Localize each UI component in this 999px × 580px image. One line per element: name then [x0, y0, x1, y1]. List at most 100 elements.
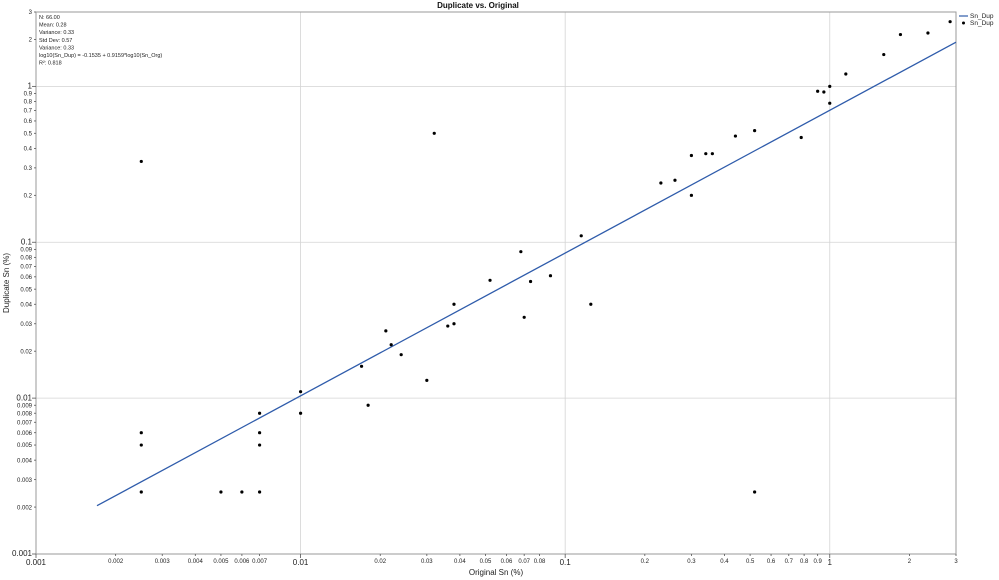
- x-tick-label: 0.004: [188, 559, 204, 565]
- x-tick-label: 0.06: [501, 559, 513, 565]
- x-axis: 0.001 0.002 0.003 0.004 0.005 0.006 0.007 0.01 0…: [26, 554, 958, 567]
- data-point: [548, 274, 553, 278]
- x-tick-label: 0.6: [767, 559, 776, 565]
- data-point: [882, 52, 886, 57]
- data-point: [219, 490, 223, 494]
- x-tick-label: 0.7: [785, 559, 794, 565]
- y-tick-label: 0.008: [17, 411, 33, 417]
- y-tick-label: 1: [28, 82, 33, 91]
- stat-line: Variance: 0.33: [39, 45, 74, 51]
- data-point: [799, 135, 803, 140]
- y-tick-label: 0.006: [17, 431, 33, 437]
- y-tick-label: 0.007: [17, 420, 33, 426]
- data-point: [753, 490, 757, 494]
- y-tick-label: 3: [29, 10, 33, 16]
- data-point: [519, 250, 523, 254]
- data-point: [366, 403, 370, 407]
- data-point: [452, 322, 456, 326]
- x-tick-label: 0.1: [560, 558, 572, 567]
- data-point: [139, 431, 143, 435]
- data-point: [522, 315, 526, 319]
- stat-line: R²: 0.818: [39, 61, 62, 67]
- legend[interactable]: Sn_Dup Sn_Dup: [959, 13, 994, 27]
- grid: [35, 12, 956, 555]
- data-point: [816, 89, 820, 93]
- y-tick-label: 0.005: [17, 443, 33, 449]
- data-point: [389, 343, 393, 347]
- x-tick-label: 0.005: [213, 559, 229, 565]
- data-point: [139, 159, 143, 164]
- fit-line: [96, 41, 957, 507]
- x-tick-label: 0.07: [518, 559, 530, 565]
- data-point: [258, 443, 262, 447]
- data-point: [710, 152, 714, 156]
- x-tick-label: 0.05: [480, 559, 492, 565]
- legend-label-line: Sn_Dup: [970, 13, 994, 20]
- data-point: [579, 234, 583, 238]
- data-point: [240, 490, 244, 494]
- y-tick-label: 0.8: [24, 100, 33, 106]
- data-point: [384, 329, 388, 333]
- x-tick-label: 0.8: [800, 559, 809, 565]
- x-tick-label: 0.007: [252, 559, 268, 565]
- data-point: [432, 131, 436, 135]
- y-tick-label: 0.08: [20, 256, 32, 262]
- data-point: [822, 90, 826, 94]
- stat-line: log10(Sn_Dup) = -0.1535 + 0.9159*log10(S…: [39, 53, 162, 59]
- x-tick-label: 0.03: [421, 559, 433, 565]
- x-tick-label: 0.002: [108, 559, 124, 565]
- data-point: [828, 101, 832, 105]
- y-tick-label: 0.02: [20, 349, 32, 355]
- legend-label-dot: Sn_Dup: [970, 20, 994, 27]
- y-tick-label: 0.003: [17, 478, 33, 484]
- data-point: [425, 378, 429, 382]
- data-point: [898, 32, 903, 37]
- y-tick-label: 0.009: [17, 403, 33, 409]
- data-point: [359, 364, 364, 368]
- y-tick-label: 0.5: [24, 131, 33, 137]
- y-tick-label: 0.004: [17, 458, 33, 464]
- data-point: [828, 84, 832, 88]
- y-tick-label: 0.7: [24, 109, 33, 115]
- x-tick-label: 0.001: [26, 558, 47, 567]
- data-point: [844, 72, 848, 76]
- data-point: [704, 152, 708, 156]
- points-group: [139, 20, 952, 494]
- stat-line: Mean: 0.28: [39, 23, 67, 29]
- y-tick-label: 0.03: [20, 322, 32, 328]
- y-tick-label: 0.9: [24, 92, 33, 98]
- chart-title: Duplicate vs. Original: [437, 1, 519, 10]
- y-axis-label: Duplicate Sn (%): [2, 253, 11, 313]
- y-tick-label: 0.09: [20, 248, 32, 254]
- data-point: [589, 302, 593, 306]
- y-axis: 0.001 0.002 0.003 0.004 0.005 0.006 0.007 0.008…: [12, 10, 36, 558]
- stat-line: N: 66.00: [39, 15, 60, 21]
- data-point: [926, 31, 930, 35]
- data-point: [298, 390, 303, 394]
- stat-line: Variance: 0.33: [39, 30, 74, 36]
- y-tick-label: 0.1: [21, 237, 33, 246]
- data-point: [733, 134, 738, 138]
- x-tick-label: 0.003: [155, 559, 171, 565]
- x-tick-label: 0.9: [813, 559, 822, 565]
- y-tick-label: 0.05: [20, 287, 32, 293]
- data-point: [139, 490, 143, 494]
- data-point: [139, 443, 143, 447]
- data-point: [673, 178, 677, 182]
- data-point: [258, 431, 262, 435]
- x-tick-label: 0.02: [374, 559, 386, 565]
- x-tick-label: 0.006: [234, 559, 250, 565]
- x-tick-label: 0.4: [720, 559, 729, 565]
- x-tick-label: 3: [954, 559, 958, 565]
- y-tick-label: 0.07: [20, 265, 32, 271]
- data-point: [659, 181, 663, 185]
- y-tick-label: 0.4: [24, 147, 33, 153]
- data-point: [689, 193, 694, 197]
- x-tick-label: 0.3: [687, 559, 696, 565]
- data-point: [298, 411, 303, 415]
- y-tick-label: 0.3: [24, 166, 33, 172]
- x-tick-label: 0.01: [293, 558, 309, 567]
- y-tick-label: 0.6: [24, 119, 33, 125]
